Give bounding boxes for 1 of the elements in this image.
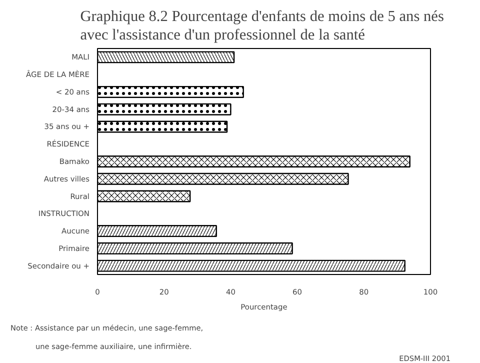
chart-title: Graphique 8.2 Pourcentage d'enfants de moins de 5 ans nés avec l'assistance d'un professionnel de la santé [80,8,444,44]
